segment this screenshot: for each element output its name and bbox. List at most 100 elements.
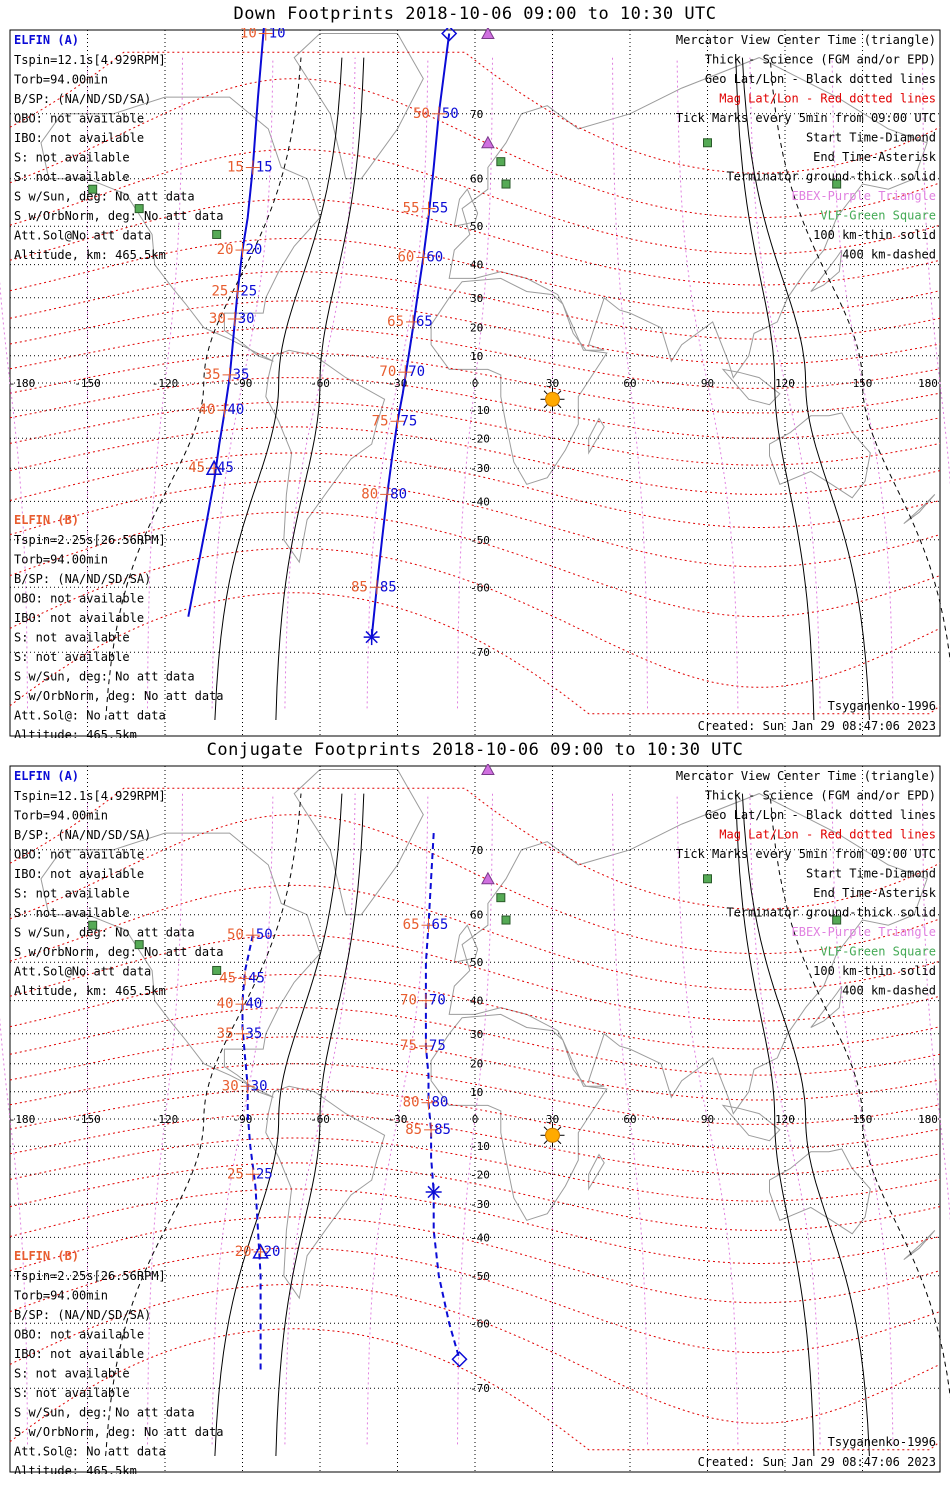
mag-latitude-line (9, 452, 941, 528)
tick-time-label-b: 35 (217, 1026, 234, 1042)
elfin-b-info-line: S: not available (14, 650, 130, 664)
vlf-square (212, 229, 222, 239)
elfin-b-info-line: Tspin=2.25s[26.56RPM] (14, 1269, 166, 1283)
tick-time-label-a: 50 (442, 106, 459, 122)
tick-time-label-a: 85 (434, 1122, 451, 1138)
elfin-b-info-line: Att.Sol@: No att data (14, 709, 166, 723)
legend-line: Start Time-Diamond (806, 867, 936, 881)
x-tick-label: -30 (388, 377, 408, 390)
land-outline (293, 33, 424, 180)
tick-time-label-a: 15 (256, 160, 273, 176)
y-tick-label: -20 (470, 1168, 490, 1181)
legend-line: EBEX-Purple Triangle (792, 189, 937, 203)
vlf-square (88, 184, 98, 194)
tick-time-label-b: 70 (379, 364, 396, 380)
legend-line: Thick - Science (FGM and/or EPD) (705, 53, 936, 67)
sun-ray (557, 1139, 562, 1145)
vlf-square (832, 915, 842, 925)
legend-line: 400 km-dashed (842, 248, 936, 262)
legend-line: Mercator View Center Time (triangle) (676, 33, 936, 47)
elfin-b-info-line: S: not available (14, 1386, 130, 1400)
terminator-line (275, 57, 365, 721)
elfin-b-info-title: ELFIN (B) (14, 1249, 79, 1263)
tick-time-label-b: 15 (227, 160, 244, 176)
tick-time-label-a: 25 (240, 283, 257, 299)
land-outline (453, 188, 479, 227)
vlf-square (832, 179, 842, 189)
tick-time-label-a: 45 (248, 970, 265, 986)
elfin-b-info-line: S w/OrbNorm, deg: No att data (14, 689, 224, 703)
tick-time-label-a: 85 (380, 579, 397, 595)
footprint-track-elfin-a (241, 934, 262, 1374)
legend-line: End Time-Asterisk (813, 150, 937, 164)
legend-line: Geo Lat/Lon - Black dotted lines (705, 808, 936, 822)
land-outline (588, 1153, 605, 1191)
tick-time-label-a: 25 (256, 1166, 273, 1182)
legend-line: Start Time-Diamond (806, 131, 936, 145)
elfin-a-info-line: Torb=94.00min (14, 73, 108, 87)
elfin-b-info-line: IBO: not available (14, 611, 144, 625)
y-tick-label: 10 (470, 350, 483, 363)
center-time-triangle (205, 459, 223, 475)
x-tick-label: -180 (9, 1113, 36, 1126)
x-tick-label: 90 (701, 377, 714, 390)
y-tick-label: 70 (470, 108, 483, 121)
y-tick-label: -70 (470, 646, 490, 659)
elfin-a-info-line: S: not available (14, 887, 130, 901)
legend-line: Tick Marks every 5min from 09:00 UTC (676, 111, 936, 125)
created-timestamp: Created: Sun Jan 29 08:47:06 2023 (698, 1455, 936, 1469)
x-tick-label: 60 (623, 1113, 636, 1126)
ebex-triangle (481, 135, 495, 149)
tick-time-label-b: 75 (400, 1038, 417, 1054)
elfin-a-info-line: Torb=94.00min (14, 809, 108, 823)
terminator-line (214, 793, 343, 1457)
elfin-b-info-line: Torb=94.00min (14, 553, 108, 567)
footprint-track-elfin-b (370, 33, 451, 638)
elfin-a-info-title: ELFIN (A) (14, 33, 79, 47)
x-tick-label: 60 (623, 377, 636, 390)
vlf-square (501, 179, 511, 189)
ebex-triangle (481, 28, 495, 40)
land-outline (293, 769, 424, 916)
x-tick-label: -120 (152, 377, 179, 390)
mag-longitude-line (211, 793, 274, 1445)
land-outline (453, 924, 479, 963)
terminator-line (275, 793, 365, 1457)
footprint-track-elfin-b (424, 833, 461, 1360)
tick-time-label-b: 30 (222, 1078, 239, 1094)
elfin-b-info-line: OBO: not available (14, 592, 144, 606)
mag-latitude-line (9, 814, 941, 955)
land-outline (810, 249, 843, 292)
mag-longitude-line (831, 57, 894, 709)
y-tick-label: -30 (470, 1198, 490, 1211)
tick-time-label-a: 75 (401, 413, 418, 429)
land-outline (448, 793, 928, 1115)
end-time-asterisk (427, 1185, 440, 1199)
mag-latitude-line (9, 51, 941, 174)
y-tick-label: 20 (470, 1058, 483, 1071)
elfin-b-info-line: S w/Sun, deg: No att data (14, 1406, 195, 1420)
x-tick-label: -150 (74, 377, 101, 390)
sun-icon (545, 391, 560, 407)
elfin-a-info-line: B/SP: (NA/ND/SD/SA) (14, 92, 151, 106)
terminator-400km-line (769, 793, 950, 1399)
terminator-line (214, 57, 343, 721)
y-tick-label: 30 (470, 1028, 483, 1041)
ebex-triangle (481, 871, 495, 885)
mag-longitude-line (831, 793, 894, 1445)
tick-time-label-a: 55 (432, 201, 449, 217)
elfin-a-info-line: Altitude, km: 465.5km (14, 984, 166, 998)
tick-time-label-b: 20 (217, 242, 234, 258)
top-panel-title: Down Footprints 2018-10-06 09:00 to 10:3… (233, 4, 717, 24)
vlf-square (703, 874, 712, 884)
tick-time-label-a: 80 (390, 486, 407, 502)
sun-ray (543, 1126, 548, 1131)
x-tick-label: 0 (472, 377, 479, 390)
tick-time-label-a: 80 (432, 1095, 449, 1111)
elfin-b-info-line: Altitude: 465.5km (14, 728, 137, 738)
terminator-400km-line (105, 57, 302, 721)
y-tick-label: 50 (470, 220, 483, 233)
mag-latitude-line (9, 934, 941, 1022)
mag-latitude-line (9, 1247, 941, 1354)
land-outline (265, 1085, 386, 1300)
